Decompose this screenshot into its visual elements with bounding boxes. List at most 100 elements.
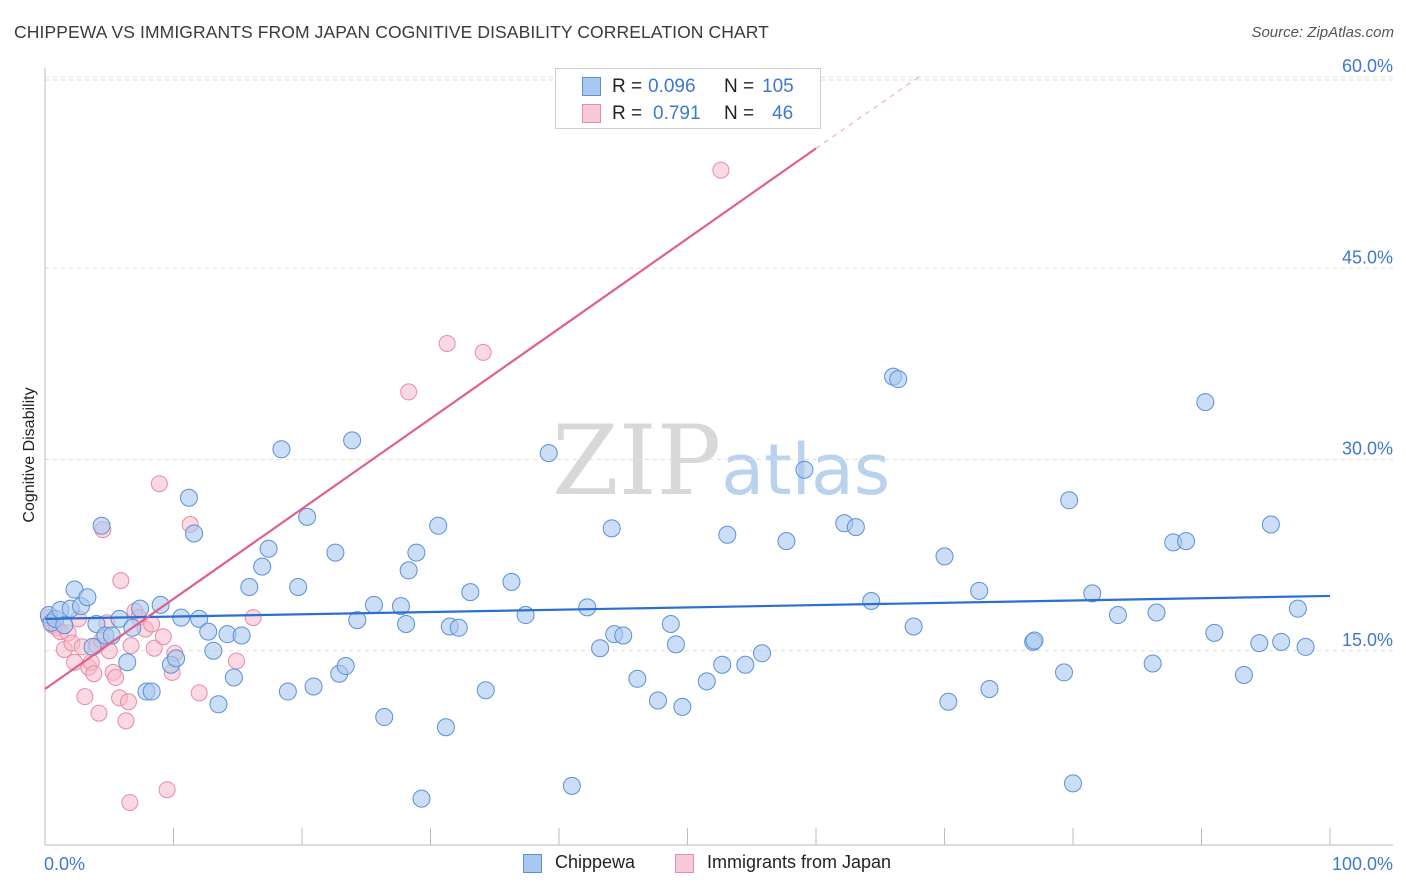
data-point-chippewa: [131, 599, 150, 618]
data-point-japan: [150, 475, 168, 493]
data-point-chippewa: [204, 641, 223, 660]
data-point-chippewa: [795, 460, 814, 479]
data-point-chippewa: [240, 578, 259, 596]
data-point-japan: [400, 383, 418, 401]
data-point-chippewa: [209, 695, 228, 714]
data-point-chippewa: [343, 431, 362, 450]
x-tick-label: 100.0%: [1332, 854, 1393, 874]
data-point-chippewa: [661, 614, 680, 633]
data-point-japan: [712, 161, 730, 179]
data-point-japan: [474, 343, 492, 361]
data-point-japan: [120, 693, 138, 711]
data-point-chippewa: [259, 539, 278, 558]
data-point-chippewa: [1296, 637, 1315, 656]
data-point-chippewa: [970, 581, 989, 600]
data-point-chippewa: [179, 488, 198, 507]
data-point-chippewa: [375, 708, 394, 727]
data-point-chippewa: [461, 583, 480, 602]
data-point-chippewa: [92, 516, 111, 535]
data-point-chippewa: [539, 444, 558, 463]
data-point-chippewa: [1205, 623, 1224, 642]
data-point-chippewa: [118, 653, 137, 672]
axes: [44, 68, 1393, 846]
data-point-japan: [154, 628, 172, 646]
data-point-chippewa: [753, 644, 772, 663]
legend-swatch-blue: [582, 77, 601, 96]
legend-n-label: N =: [724, 76, 755, 97]
data-point-chippewa: [185, 524, 204, 543]
data-point-japan: [438, 334, 456, 352]
data-point-japan: [112, 572, 130, 590]
legend-n-label: N =: [724, 103, 755, 124]
data-point-chippewa: [562, 776, 581, 795]
legend-n-value: 105: [762, 76, 794, 97]
data-point-chippewa: [1261, 515, 1280, 534]
data-point-chippewa: [697, 672, 716, 691]
data-point-chippewa: [1025, 631, 1044, 650]
data-point-chippewa: [1108, 606, 1127, 625]
data-point-chippewa: [904, 617, 923, 636]
data-point-chippewa: [304, 677, 323, 696]
data-point-chippewa: [336, 657, 355, 676]
data-point-chippewa: [289, 578, 308, 596]
data-point-japan: [85, 665, 103, 683]
data-point-chippewa: [78, 588, 97, 607]
bottom-legend-label: Immigrants from Japan: [707, 852, 892, 872]
trend-line-japan-extension: [815, 76, 920, 149]
data-point-japan: [244, 609, 262, 627]
trend-line-chippewa: [44, 594, 1331, 620]
data-point-chippewa: [1272, 632, 1291, 651]
trend-line-japan: [44, 147, 817, 690]
data-point-japan: [117, 712, 135, 730]
data-point-chippewa: [846, 518, 865, 537]
y-axis-title: Cognitive Disability: [21, 387, 38, 522]
data-point-chippewa: [298, 507, 317, 526]
data-point-japan: [121, 793, 139, 811]
data-point-chippewa: [272, 440, 291, 459]
data-point-japan: [90, 704, 108, 722]
data-point-chippewa: [1060, 491, 1079, 510]
bottom-legend-swatch-blue: [523, 854, 542, 873]
data-point-chippewa: [429, 516, 448, 535]
data-point-chippewa: [151, 595, 170, 614]
data-point-chippewa: [648, 691, 667, 710]
data-point-chippewa: [278, 682, 297, 701]
legend-r-value: 0.791: [653, 103, 701, 124]
data-point-chippewa: [578, 598, 597, 617]
data-point-chippewa: [666, 635, 685, 654]
data-point-japan: [76, 688, 94, 706]
data-point-chippewa: [397, 614, 416, 633]
data-point-chippewa: [980, 680, 999, 698]
data-point-chippewa: [718, 525, 737, 544]
y-tick-label: 15.0%: [1342, 630, 1393, 650]
legend-n-value: 46: [772, 103, 794, 124]
data-point-chippewa: [190, 609, 209, 628]
legend-r-label: R =: [612, 103, 643, 124]
data-point-chippewa: [602, 519, 621, 538]
data-point-chippewa: [1288, 599, 1307, 618]
data-point-chippewa: [862, 592, 881, 611]
data-point-japan: [145, 639, 163, 657]
data-point-chippewa: [502, 572, 521, 591]
legend-r-label: R =: [612, 76, 643, 97]
y-tick-label: 45.0%: [1342, 247, 1393, 267]
data-point-japan: [107, 669, 125, 687]
data-point-chippewa: [326, 543, 345, 562]
data-point-chippewa: [1250, 634, 1269, 653]
data-point-chippewa: [167, 649, 186, 668]
source-label: Source: ZipAtlas.com: [1251, 24, 1394, 41]
data-point-chippewa: [364, 595, 383, 614]
data-point-chippewa: [412, 789, 431, 808]
data-point-chippewa: [939, 692, 958, 711]
data-point-chippewa: [1177, 532, 1196, 551]
data-point-japan: [227, 652, 245, 670]
data-point-chippewa: [232, 626, 251, 645]
data-point-japan: [122, 637, 140, 655]
data-point-chippewa: [673, 697, 692, 716]
data-point-chippewa: [591, 639, 610, 658]
y-tick-label: 60.0%: [1342, 56, 1393, 76]
chart-title: CHIPPEWA VS IMMIGRANTS FROM JAPAN COGNIT…: [14, 22, 769, 42]
data-point-chippewa: [436, 718, 455, 737]
trend-lines: [44, 76, 1331, 690]
